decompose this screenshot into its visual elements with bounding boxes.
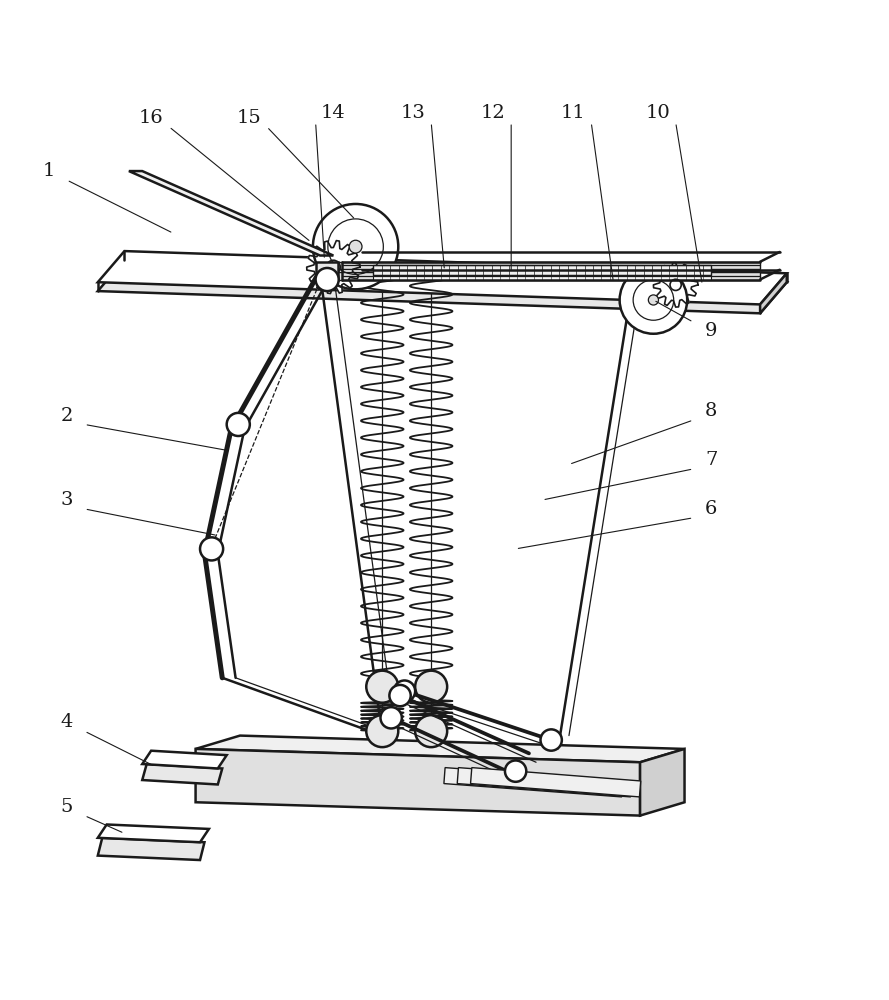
Circle shape bbox=[366, 715, 398, 747]
Circle shape bbox=[505, 760, 526, 782]
Text: 13: 13 bbox=[401, 104, 426, 122]
Polygon shape bbox=[329, 272, 760, 280]
Circle shape bbox=[349, 240, 362, 253]
Text: 6: 6 bbox=[705, 500, 717, 518]
Polygon shape bbox=[653, 263, 698, 307]
Polygon shape bbox=[98, 260, 787, 313]
Text: 14: 14 bbox=[321, 104, 346, 122]
Circle shape bbox=[227, 413, 250, 436]
Circle shape bbox=[394, 680, 415, 702]
Text: 8: 8 bbox=[705, 402, 717, 420]
Polygon shape bbox=[196, 749, 640, 816]
Text: 7: 7 bbox=[705, 451, 717, 469]
Circle shape bbox=[316, 268, 339, 291]
Circle shape bbox=[380, 707, 402, 728]
Polygon shape bbox=[373, 275, 711, 280]
Text: 1: 1 bbox=[43, 162, 55, 180]
Polygon shape bbox=[98, 838, 204, 860]
Polygon shape bbox=[760, 273, 787, 313]
Polygon shape bbox=[373, 265, 711, 275]
Circle shape bbox=[313, 204, 398, 289]
Text: 2: 2 bbox=[60, 407, 73, 425]
Polygon shape bbox=[444, 768, 623, 797]
Polygon shape bbox=[307, 241, 360, 294]
Text: 9: 9 bbox=[705, 322, 717, 340]
Polygon shape bbox=[316, 262, 338, 280]
Polygon shape bbox=[457, 768, 632, 797]
Text: 10: 10 bbox=[645, 104, 670, 122]
Polygon shape bbox=[640, 749, 685, 816]
Circle shape bbox=[541, 729, 562, 751]
Circle shape bbox=[389, 685, 411, 706]
Text: 12: 12 bbox=[481, 104, 506, 122]
Text: 3: 3 bbox=[60, 491, 73, 509]
Polygon shape bbox=[98, 824, 209, 842]
Polygon shape bbox=[329, 262, 760, 269]
Text: 15: 15 bbox=[236, 109, 261, 127]
Polygon shape bbox=[470, 768, 641, 797]
Polygon shape bbox=[98, 251, 787, 304]
Circle shape bbox=[648, 295, 659, 305]
Text: 11: 11 bbox=[561, 104, 586, 122]
Circle shape bbox=[620, 266, 687, 334]
Polygon shape bbox=[196, 736, 685, 762]
Polygon shape bbox=[129, 171, 333, 256]
Circle shape bbox=[200, 537, 223, 560]
Circle shape bbox=[366, 671, 398, 703]
Polygon shape bbox=[142, 751, 227, 768]
Text: 5: 5 bbox=[60, 798, 73, 816]
Circle shape bbox=[415, 715, 447, 747]
Polygon shape bbox=[142, 764, 222, 784]
Text: 16: 16 bbox=[139, 109, 164, 127]
Text: 4: 4 bbox=[60, 713, 73, 731]
Circle shape bbox=[415, 671, 447, 703]
